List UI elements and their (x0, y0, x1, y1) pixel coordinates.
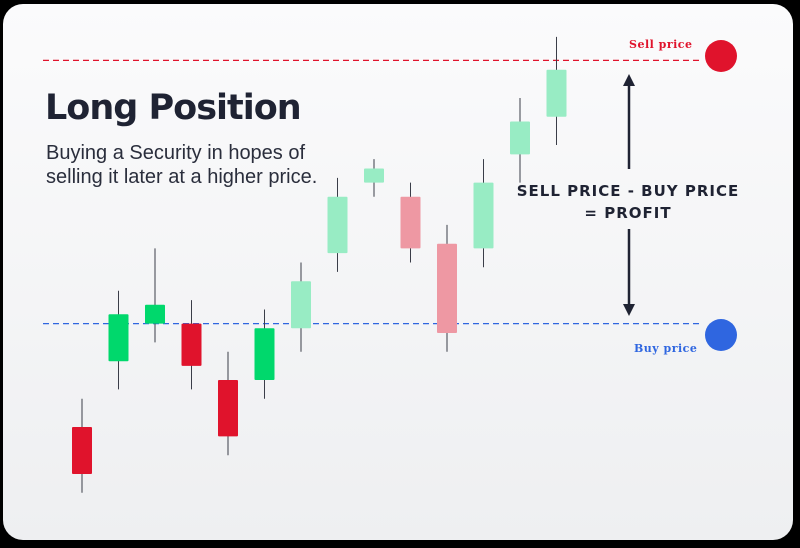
sell-price-label: Sell price (629, 38, 693, 51)
subtitle-line-1: Buying a Security in hopes of (46, 142, 306, 164)
candle-body (510, 121, 530, 155)
buy-price-label: Buy price (634, 342, 698, 355)
page-title: Long Position (45, 88, 302, 128)
candle-body (400, 196, 421, 249)
subtitle-line-2: selling it later at a higher price. (46, 166, 318, 188)
profit-formula: SELL PRICE - BUY PRICE = PROFIT (513, 180, 743, 224)
arrow-up-head (623, 74, 635, 86)
candle-body (108, 314, 129, 362)
candle-body (291, 281, 311, 329)
sell-price-marker (705, 40, 737, 72)
candle-body (181, 323, 202, 366)
candle-body (254, 328, 275, 380)
formula-line-1: SELL PRICE - BUY PRICE (516, 182, 740, 200)
candle-body (327, 196, 348, 254)
arrow-down-head (623, 304, 635, 316)
candle-body (546, 69, 567, 117)
diagram-card: Long Position Buying a Security in hopes… (3, 4, 793, 540)
candlestick-chart (43, 36, 703, 493)
candle-body (72, 427, 92, 474)
candle-body (437, 243, 457, 333)
candle-body (364, 168, 384, 183)
candle-body (473, 182, 494, 249)
candle-body (145, 304, 165, 324)
formula-line-2: = PROFIT (584, 204, 672, 222)
buy-price-marker (705, 319, 737, 351)
candle-body (218, 380, 238, 437)
